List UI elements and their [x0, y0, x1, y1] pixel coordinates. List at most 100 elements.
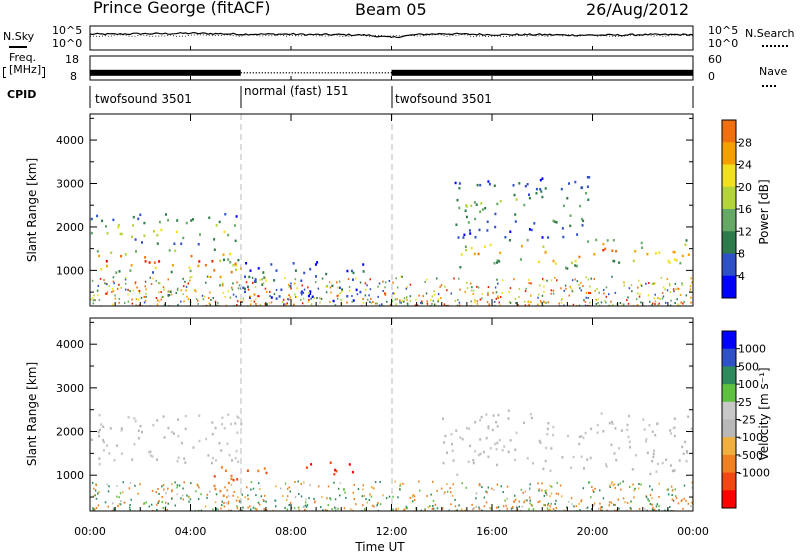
velocity-cell [518, 505, 520, 508]
power-cell [288, 294, 290, 297]
power-cell [530, 228, 533, 232]
power-cell [261, 278, 263, 281]
velocity-cell [479, 452, 482, 456]
power-region-3 [242, 261, 365, 303]
velocity-cell [426, 495, 428, 497]
power-cell [255, 298, 257, 301]
velocity-cell [559, 484, 562, 487]
power-cell [589, 285, 591, 288]
power-cell [399, 301, 401, 304]
velocity-cell [95, 484, 97, 487]
power-cell [611, 275, 613, 278]
velocity-cell [546, 507, 549, 510]
velocity-cell [327, 485, 330, 488]
velocity-cell [580, 500, 582, 503]
velocity-cell [394, 480, 396, 483]
power-cell [230, 270, 233, 274]
power-cell [97, 294, 99, 297]
velocity-cell [485, 490, 487, 493]
power-cell [117, 224, 120, 227]
power-cell [657, 304, 659, 306]
velocity-cell [200, 509, 203, 511]
power-cell [106, 283, 108, 286]
power-cell [470, 204, 473, 208]
velocity-cell [446, 451, 448, 454]
power-cell [515, 198, 518, 201]
time-tick-label: 16:00 [476, 525, 508, 538]
power-cell [246, 285, 249, 289]
velocity-cell [305, 498, 307, 501]
velocity-cell [626, 423, 629, 427]
power-cell [96, 289, 99, 292]
power-cell [464, 209, 467, 212]
power-cell [541, 195, 544, 199]
colorbar-swatch [722, 348, 736, 367]
velocity-cell [112, 502, 114, 505]
cpid-segment-1: normal (fast) 151 [244, 84, 348, 98]
power-cell [369, 288, 372, 291]
power-cell [589, 301, 591, 304]
power-cell [303, 271, 306, 275]
velocity-cell [213, 484, 216, 488]
velocity-cell [648, 424, 651, 427]
y-axis-label-power: Slant Range [km] [25, 158, 39, 262]
colorbar-swatch [722, 419, 736, 438]
power-cell [569, 285, 571, 288]
power-cell [571, 279, 574, 282]
power-cell [135, 304, 138, 306]
power-cell [458, 182, 461, 185]
power-cell [473, 252, 476, 256]
power-cell [654, 300, 657, 303]
power-cell [262, 271, 265, 274]
power-cell [595, 298, 597, 301]
velocity-cell [614, 503, 616, 506]
power-cell [264, 287, 267, 290]
power-cell [497, 297, 499, 299]
velocity-cell [485, 413, 488, 416]
velocity-cell [506, 485, 509, 488]
power-cell [293, 303, 295, 306]
velocity-cell [133, 417, 136, 420]
power-cell [475, 203, 478, 206]
power-cell [213, 238, 216, 241]
power-cell [465, 204, 468, 207]
power-cell [576, 280, 579, 283]
velocity-cell [652, 452, 655, 456]
velocity-cell [629, 446, 632, 449]
power-cell [430, 298, 432, 301]
power-cell [558, 302, 560, 305]
velocity-cell [537, 482, 539, 485]
power-cell [300, 279, 303, 282]
power-cell [526, 238, 529, 242]
velocity-cell [232, 478, 235, 482]
power-cell [690, 301, 692, 304]
power-cell [518, 288, 521, 290]
power-cell [670, 299, 672, 302]
power-cell [222, 291, 225, 294]
velocity-cell [275, 505, 277, 508]
velocity-cell [651, 503, 653, 506]
velocity-cell [129, 482, 132, 484]
velocity-cell [231, 459, 233, 462]
power-cell [92, 302, 94, 305]
velocity-cell [570, 497, 573, 500]
velocity-cell [93, 508, 95, 511]
power-cell [168, 249, 171, 252]
velocity-cell [446, 483, 448, 486]
power-cell [170, 270, 173, 274]
range-tick-label: 4000 [56, 338, 84, 351]
velocity-cell [120, 500, 122, 503]
velocity-cell [549, 508, 551, 511]
power-cell [302, 297, 305, 300]
velocity-cell [331, 508, 333, 510]
power-cell [91, 279, 94, 282]
velocity-cell [691, 481, 693, 484]
power-cell [515, 301, 517, 304]
power-cell [600, 301, 603, 304]
power-cell [124, 282, 127, 285]
power-cell [409, 299, 411, 302]
power-cell [540, 190, 543, 193]
